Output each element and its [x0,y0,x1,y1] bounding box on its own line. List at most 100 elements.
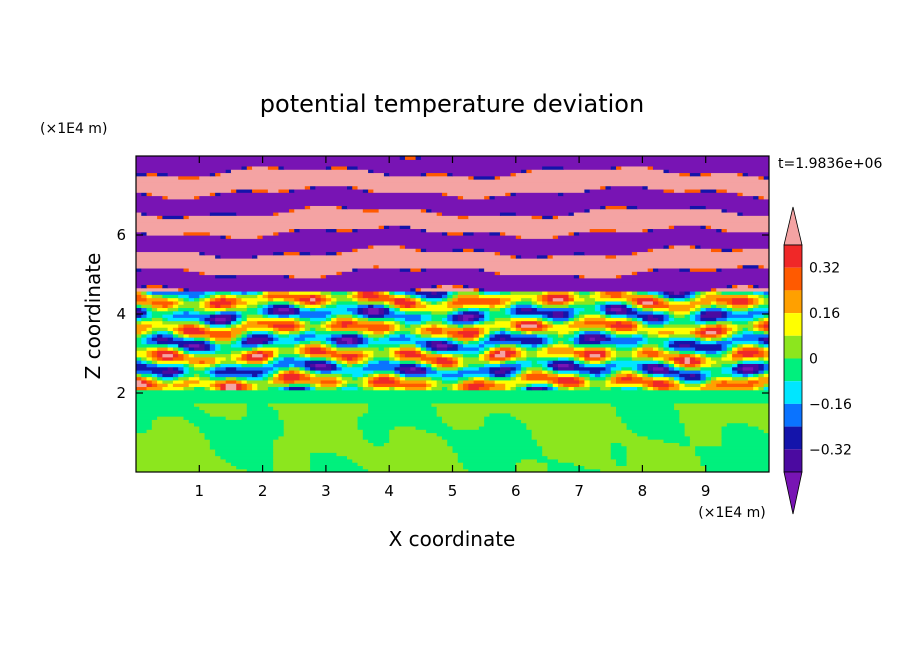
contour-cell [679,409,769,414]
contour-cell [273,468,311,472]
contour-cell [631,353,638,358]
contour-cell [325,274,575,279]
contour-cell [167,307,179,312]
contour-cell [151,360,158,364]
contour-cell [283,297,295,302]
contour-cell [257,304,264,309]
contour-cell [273,356,280,361]
contour-cell [188,350,216,355]
contour-cell [136,458,227,463]
contour-cell [368,356,374,361]
contour-cell [579,333,585,338]
contour-cell [626,455,702,460]
contour-cell [352,320,359,325]
contour-cell [310,294,316,299]
contour-cell [151,323,179,328]
contour-cell [368,297,396,302]
contour-cell [230,356,237,361]
contour-cell [753,366,760,371]
contour-cell [452,337,459,341]
contour-cell [267,333,274,338]
contour-cell [225,323,232,328]
contour-cell [252,254,258,259]
contour-cell [716,323,723,328]
contour-cell [299,376,311,381]
contour-cell [378,294,390,299]
contour-cell [732,327,738,332]
contour-cell [315,366,332,371]
contour-cell [763,353,769,358]
contour-cell [167,297,179,302]
contour-cell [531,330,559,335]
contour-cell [758,300,765,305]
contour-cell [362,356,369,361]
contour-cell [499,175,760,180]
contour-cell [457,330,480,335]
contour-cell [194,346,206,351]
contour-cell [726,208,769,213]
contour-cell [389,294,396,299]
contour-cell [463,284,469,289]
contour-cell [668,379,675,384]
contour-cell [689,290,696,295]
contour-cell [426,228,591,233]
contour-cell [610,350,617,355]
contour-cell [499,271,633,276]
contour-cell [420,346,427,351]
contour-cell [468,307,480,312]
contour-cell [310,205,338,210]
contour-cell [468,363,485,368]
contour-cell [689,244,696,249]
contour-cell [336,452,459,457]
contour-cell [151,304,163,309]
contour-cell [368,327,390,332]
contour-cell [236,323,243,328]
contour-cell [246,330,253,335]
contour-cell [721,314,728,318]
contour-cell [737,363,744,368]
contour-cell [336,343,359,348]
contour-cell [763,383,769,388]
contour-cell [410,304,417,309]
contour-cell [431,314,448,318]
contour-cell [642,363,649,368]
contour-cell [167,304,174,309]
contour-cell [600,304,607,309]
contour-cell [141,267,185,272]
contour-cell [357,267,401,272]
colorbar-tick-label: −0.16 [809,397,852,413]
contour-cell [726,422,749,427]
contour-cell [315,369,322,374]
contour-cell [178,297,185,302]
contour-cell [457,195,464,200]
contour-cell [668,314,675,318]
contour-cell [362,340,369,345]
contour-cell [441,376,459,381]
contour-cell [679,360,686,364]
contour-cell [241,310,258,315]
contour-cell [610,373,617,378]
contour-cell [215,320,227,325]
contour-cell [684,360,691,364]
contour-cell [616,274,622,279]
contour-cell [663,366,670,371]
contour-cell [136,218,769,223]
contour-cell [626,462,702,467]
contour-cell [183,366,190,371]
contour-cell [621,165,649,170]
contour-cell [241,383,248,388]
contour-cell [547,366,554,371]
contour-cell [489,346,496,351]
contour-cell [526,422,628,427]
contour-cell [209,383,216,388]
contour-cell [347,165,359,170]
contour-cell [521,323,538,328]
contour-cell [199,323,206,328]
contour-cell [246,337,269,341]
contour-cell [515,353,522,358]
contour-cell [299,304,306,309]
contour-cell [426,297,443,302]
contour-cell [246,307,258,312]
contour-cell [478,307,491,312]
contour-cell [658,353,680,358]
